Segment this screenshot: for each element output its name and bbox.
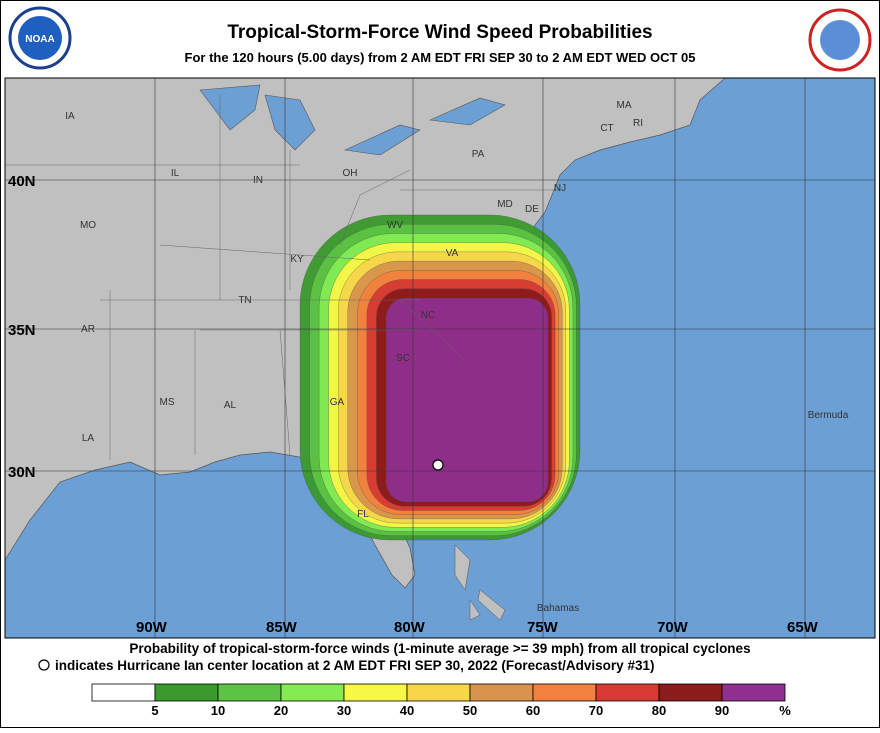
legend-label: 30 — [337, 703, 351, 718]
lake-michigan — [199, 84, 261, 131]
place-label: Bermuda — [808, 410, 849, 421]
state-label: IA — [65, 111, 75, 122]
subtitle: For the 120 hours (5.00 days) from 2 AM … — [185, 50, 696, 65]
legend: 5 10 20 30 40 50 60 70 80 90% — [91, 683, 791, 718]
state-label: TN — [238, 295, 251, 306]
state-label: AL — [224, 400, 237, 411]
map: IA IL IN OH PA MO KY WV VA TN NC AR SC M… — [4, 77, 875, 638]
legend-swatch — [406, 683, 471, 702]
legend-label: 40 — [400, 703, 414, 718]
lon-label: 75W — [527, 619, 559, 636]
lon-label: 90W — [136, 619, 168, 636]
lon-label: 65W — [787, 619, 819, 636]
legend-swatch — [343, 683, 408, 702]
legend-label: 5 — [151, 703, 158, 718]
lon-label: 70W — [657, 619, 689, 636]
legend-label: 20 — [274, 703, 288, 718]
map-border — [4, 77, 876, 639]
lake-huron — [264, 94, 316, 151]
legend-label: 10 — [211, 703, 225, 718]
legend-label: 80 — [652, 703, 666, 718]
lake-erie — [343, 124, 421, 156]
state-label: CT — [600, 123, 613, 134]
legend-swatch — [595, 683, 660, 702]
state-label: LA — [82, 433, 95, 444]
state-label: PA — [472, 149, 485, 160]
bahamas — [454, 544, 506, 621]
legend-swatch — [658, 683, 723, 702]
state-label: RI — [633, 118, 643, 129]
state-label: DE — [525, 204, 539, 215]
contour — [385, 297, 549, 503]
legend-swatch — [217, 683, 282, 702]
state-label: SC — [396, 353, 410, 364]
state-label: AR — [81, 324, 95, 335]
legend-swatch — [91, 683, 156, 702]
footer-line: indicates Hurricane Ian center location … — [55, 658, 654, 673]
state-label: KY — [290, 254, 304, 265]
probability-contours — [299, 214, 581, 541]
legend-swatch — [532, 683, 597, 702]
title: Tropical-Storm-Force Wind Speed Probabil… — [227, 22, 652, 43]
legend-label: 90 — [715, 703, 729, 718]
graticule — [5, 78, 875, 638]
storm-center-key — [38, 659, 50, 671]
legend-swatch — [154, 683, 219, 702]
state-label: NC — [421, 310, 435, 321]
lat-label: 35N — [8, 322, 36, 339]
state-label: NJ — [554, 183, 566, 194]
state-label: MS — [160, 397, 175, 408]
state-label: GA — [330, 397, 345, 408]
legend-label: 50 — [463, 703, 477, 718]
state-borders — [5, 95, 560, 460]
storm-center — [432, 459, 444, 471]
lat-label: 40N — [8, 173, 36, 190]
lon-label: 80W — [394, 619, 426, 636]
legend-label: 60 — [526, 703, 540, 718]
nws-logo — [808, 8, 872, 72]
state-label: MD — [497, 199, 513, 210]
state-label: VA — [446, 248, 459, 259]
svg-text:NOAA: NOAA — [25, 34, 54, 45]
state-label: MO — [80, 220, 96, 231]
noaa-logo: NOAA — [8, 6, 72, 70]
legend-label: % — [779, 703, 791, 718]
footer-line: Probability of tropical-storm-force wind… — [129, 641, 750, 656]
lat-label: 30N — [8, 464, 36, 481]
place-label: Bahamas — [537, 603, 579, 614]
state-label: IN — [253, 175, 263, 186]
state-label: MA — [617, 100, 632, 111]
state-label: OH — [343, 168, 358, 179]
legend-swatch — [469, 683, 534, 702]
lake-ontario — [428, 97, 506, 126]
legend-label: 70 — [589, 703, 603, 718]
lon-label: 85W — [266, 619, 298, 636]
state-label: WV — [387, 220, 403, 231]
legend-swatch — [280, 683, 345, 702]
state-label: FL — [357, 509, 369, 520]
state-label: IL — [171, 168, 180, 179]
legend-swatch — [721, 683, 786, 702]
